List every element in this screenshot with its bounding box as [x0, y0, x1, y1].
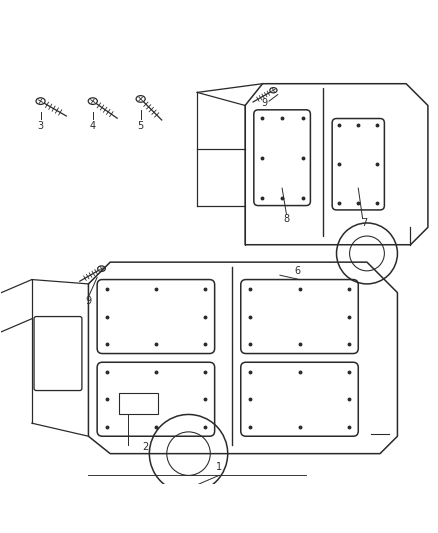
Bar — [119, 393, 158, 415]
Text: 4: 4 — [90, 120, 96, 131]
Text: 5: 5 — [138, 120, 144, 131]
Text: 6: 6 — [294, 266, 300, 276]
Text: 1: 1 — [216, 462, 222, 472]
Text: 9: 9 — [85, 296, 92, 306]
Text: 9: 9 — [261, 98, 268, 108]
Text: 2: 2 — [142, 442, 148, 452]
Text: 8: 8 — [283, 214, 290, 224]
Text: 7: 7 — [362, 218, 368, 228]
Text: 3: 3 — [38, 120, 44, 131]
